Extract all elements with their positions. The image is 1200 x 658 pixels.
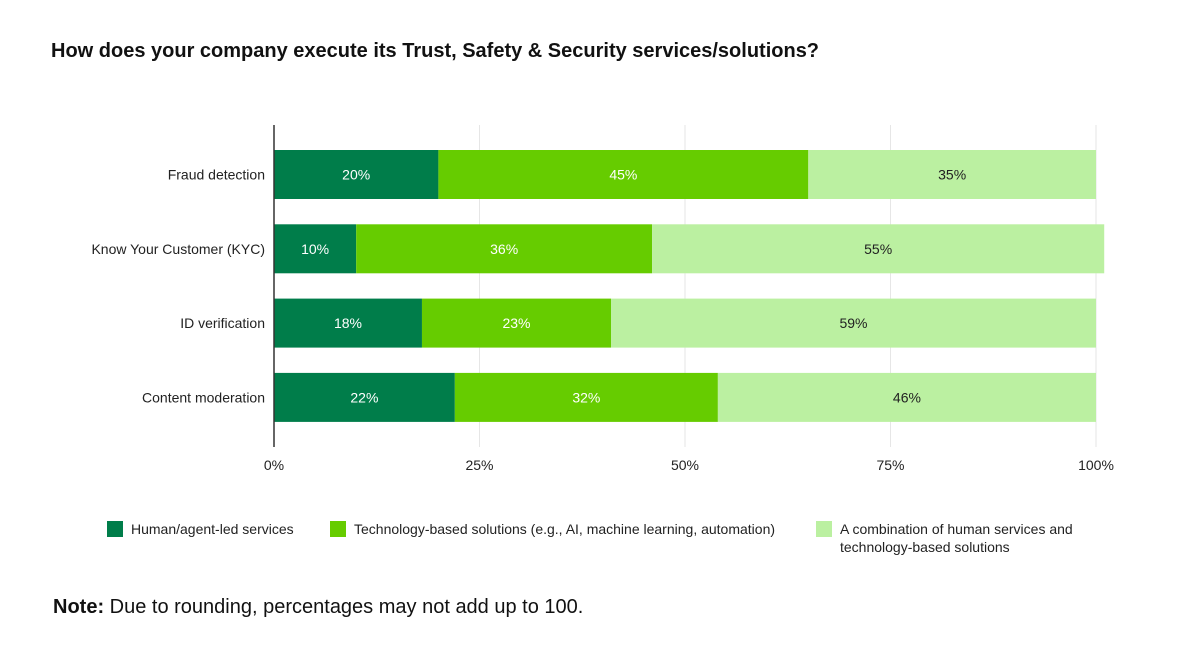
- bar-value-label: 23%: [502, 315, 530, 331]
- footnote: Note: Due to rounding, percentages may n…: [53, 596, 583, 619]
- bar-segment: [274, 298, 422, 348]
- bar-value-label: 32%: [572, 389, 600, 405]
- legend-label-technology: Technology-based solutions (e.g., AI, ma…: [354, 521, 776, 537]
- category-label: Fraud detection: [168, 167, 265, 183]
- bar-value-label: 22%: [350, 389, 378, 405]
- legend-swatch-combination: [816, 521, 832, 537]
- bar-value-label: 20%: [342, 167, 370, 183]
- x-tick-label: 50%: [671, 457, 699, 473]
- legend-item-human: Human/agent-led services: [107, 520, 294, 538]
- bar-segment: [808, 150, 1096, 199]
- tick-labels: 0% 25% 50% 75% 100%: [264, 457, 1114, 473]
- bar-value-label: 59%: [839, 315, 867, 331]
- legend-swatch-human: [107, 521, 123, 537]
- legend: Human/agent-led services Technology-base…: [107, 520, 1107, 560]
- x-tick-label: 25%: [465, 457, 493, 473]
- bar-segment: [454, 372, 718, 422]
- x-tick-label: 0%: [264, 457, 284, 473]
- category-label: Content moderation: [142, 389, 265, 405]
- bar-value-label: 46%: [893, 389, 921, 405]
- bar-value-label: 18%: [334, 315, 362, 331]
- bar-value-label: 55%: [864, 241, 892, 257]
- bar-value-label: 36%: [490, 241, 518, 257]
- legend-label-combination-line2: technology-based solutions: [840, 539, 1010, 555]
- bar-value-label: 10%: [301, 241, 329, 257]
- x-tick-label: 100%: [1078, 457, 1114, 473]
- legend-swatch-technology: [330, 521, 346, 537]
- bar-segment: [274, 372, 455, 422]
- legend-item-technology: Technology-based solutions (e.g., AI, ma…: [330, 520, 775, 538]
- bar-segment: [274, 150, 439, 199]
- category-label: Know Your Customer (KYC): [91, 241, 265, 257]
- bar-segment: [274, 224, 357, 274]
- bar-segment: [652, 224, 1105, 274]
- bar-segment: [611, 298, 1096, 348]
- chart-title: How does your company execute its Trust,…: [51, 40, 820, 62]
- stacked-bar-chart: 20% 45% 35% 10% 36% 55% 18% 23% 59% 22% 32% 46% Fra…: [91, 125, 1114, 473]
- legend-item-combination: A combination of human services and tech…: [816, 520, 1073, 556]
- bars: 20% 45% 35% 10% 36% 55% 18% 23% 59% 22% 32% 46%: [274, 150, 1105, 422]
- bar-segment: [717, 372, 1096, 422]
- bar-value-label: 45%: [609, 167, 637, 183]
- bar-segment: [421, 298, 612, 348]
- legend-label-combination-line1: A combination of human services and: [840, 521, 1073, 537]
- footnote-label: Note:: [53, 596, 105, 618]
- category-label: ID verification: [180, 315, 265, 331]
- bar-value-label: 35%: [938, 167, 966, 183]
- legend-label-human: Human/agent-led services: [131, 521, 294, 537]
- legend-label-combination: A combination of human services and tech…: [840, 520, 1073, 556]
- category-labels: Fraud detection Know Your Customer (KYC) I…: [91, 167, 265, 406]
- x-tick-label: 75%: [876, 457, 904, 473]
- footnote-text: Due to rounding, percentages may not add…: [104, 596, 584, 618]
- bar-segment: [356, 224, 653, 274]
- bar-segment: [438, 150, 809, 199]
